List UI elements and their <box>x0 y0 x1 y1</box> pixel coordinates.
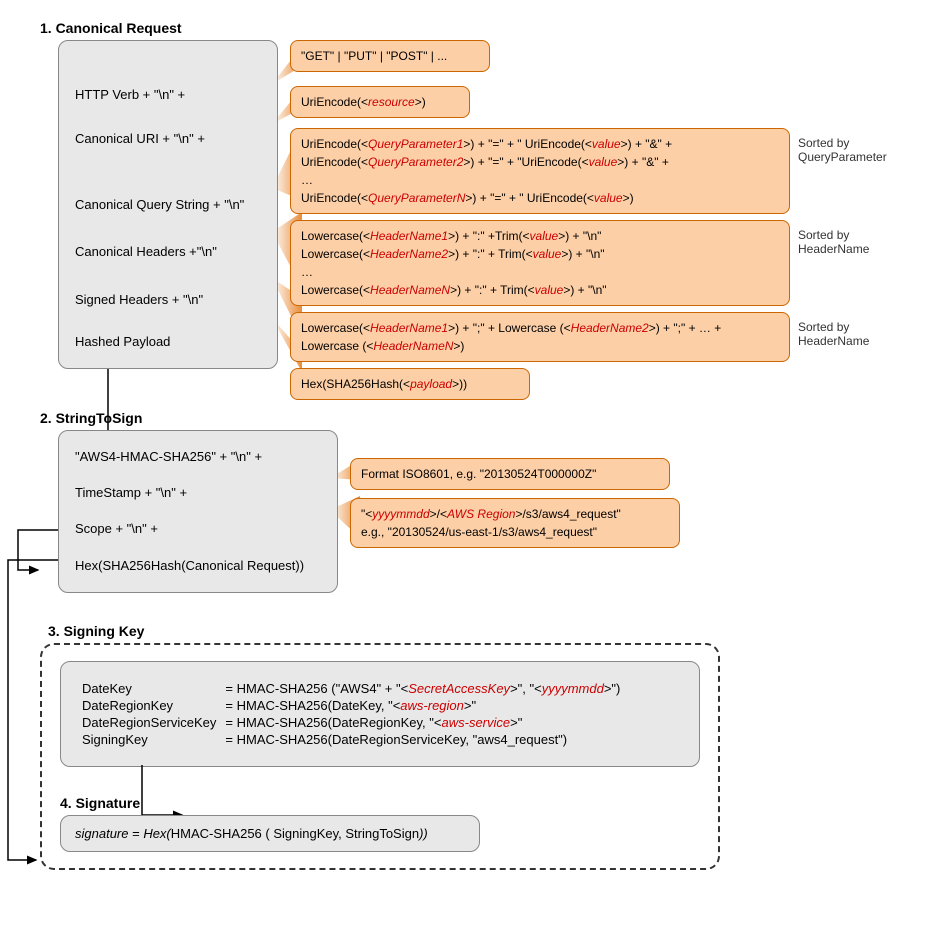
section-1-detail-column: "GET" | "PUT" | "POST" | ... UriEncode(<… <box>290 40 912 400</box>
section-1: 1. Canonical Request HTTP Verb + "\n" + … <box>20 20 912 400</box>
section-3-title: 3. Signing Key <box>48 623 720 639</box>
cr-line-query-string: Canonical Query String + "\n" <box>75 193 261 217</box>
detail-canonical-headers: Lowercase(<HeaderName1>) + ":" +Trim(<va… <box>290 220 790 306</box>
detail-query-params: UriEncode(<QueryParameter1>) + "=" + " U… <box>290 128 790 214</box>
detail-uri-encode: UriEncode(<resource>) <box>290 86 470 118</box>
sts-line-2: TimeStamp + "\n" + <box>75 481 321 505</box>
sk-row-0: DateKey = HMAC-SHA256 ("AWS4" + "<Secret… <box>81 680 621 697</box>
sk-row-3: SigningKey = HMAC-SHA256(DateRegionServi… <box>81 731 621 748</box>
section-3-4-container: 3. Signing Key DateKey = HMAC-SHA256 ("A… <box>40 623 720 870</box>
section-4-title: 4. Signature <box>60 795 700 811</box>
signature-box: signature = Hex(HMAC-SHA256 ( SigningKey… <box>60 815 480 852</box>
sk-row-2: DateRegionServiceKey = HMAC-SHA256(DateR… <box>81 714 621 731</box>
section-1-title: 1. Canonical Request <box>40 20 912 36</box>
section-2: 2. StringToSign "AWS4-HMAC-SHA256" + "\n… <box>20 410 912 593</box>
detail-http-methods: "GET" | "PUT" | "POST" | ... <box>290 40 490 72</box>
sts-line-4: Hex(SHA256Hash(Canonical Request)) <box>75 554 321 578</box>
dashed-container: DateKey = HMAC-SHA256 ("AWS4" + "<Secret… <box>40 643 720 870</box>
cr-line-headers: Canonical Headers +"\n" <box>75 240 261 264</box>
sts-line-1: "AWS4-HMAC-SHA256" + "\n" + <box>75 445 321 469</box>
canonical-request-box: HTTP Verb + "\n" + Canonical URI + "\n" … <box>58 40 278 369</box>
side-note-query: Sorted by QueryParameter <box>798 128 898 214</box>
section-2-detail-column: Format ISO8601, e.g. "20130524T000000Z" … <box>350 430 680 548</box>
side-note-header2: Sorted by HeaderName <box>798 312 898 362</box>
sk-row-1: DateRegionKey = HMAC-SHA256(DateKey, "<a… <box>81 697 621 714</box>
detail-scope: "<yyyymmdd>/<AWS Region>/s3/aws4_request… <box>350 498 680 548</box>
sts-line-3: Scope + "\n" + <box>75 517 321 541</box>
signing-key-box: DateKey = HMAC-SHA256 ("AWS4" + "<Secret… <box>60 661 700 767</box>
sig-var: signature <box>75 826 128 841</box>
http-methods-text: "GET" | "PUT" | "POST" | ... <box>301 49 447 63</box>
cr-line-hashed-payload: Hashed Payload <box>75 330 261 354</box>
cr-line-canonical-uri: Canonical URI + "\n" + <box>75 127 261 151</box>
string-to-sign-box: "AWS4-HMAC-SHA256" + "\n" + TimeStamp + … <box>58 430 338 593</box>
detail-hashed-payload: Hex(SHA256Hash(<payload>)) <box>290 368 530 400</box>
side-note-header1: Sorted by HeaderName <box>798 220 898 306</box>
section-2-title: 2. StringToSign <box>40 410 912 426</box>
detail-timestamp: Format ISO8601, e.g. "20130524T000000Z" <box>350 458 670 490</box>
detail-signed-headers: Lowercase(<HeaderName1>) + ";" + Lowerca… <box>290 312 790 362</box>
cr-line-http-verb: HTTP Verb + "\n" + <box>75 83 261 107</box>
cr-line-signed-headers: Signed Headers + "\n" <box>75 288 261 312</box>
